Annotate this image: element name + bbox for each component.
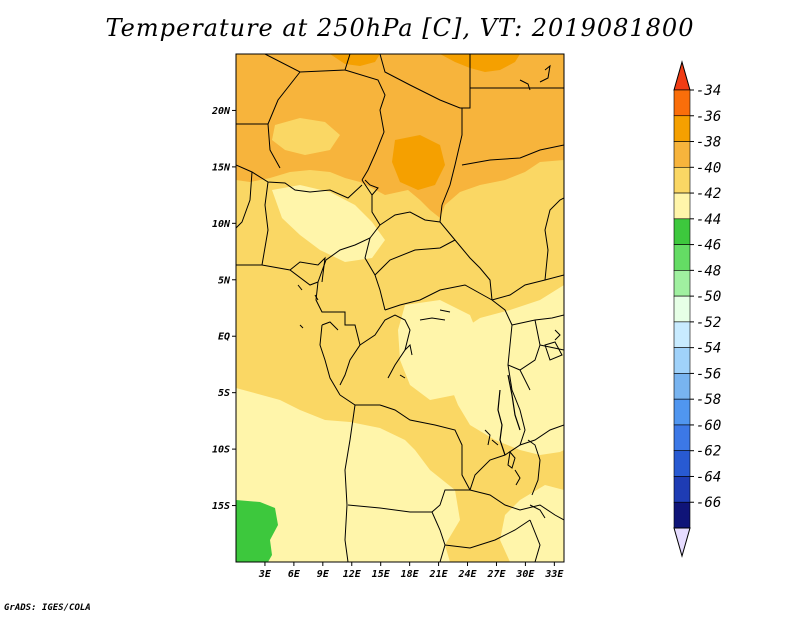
lon-tick-label: 21E [429,569,449,580]
legend-label: -58 [696,392,721,408]
field-orange-patch-nw [330,54,380,66]
field-light-orange-patch [272,118,340,155]
legend-swatch [673,218,691,245]
legend-swatch [673,270,691,297]
legend-swatch [673,373,691,400]
legend-label: -40 [696,160,721,176]
lon-tick-label: 15E [372,569,391,580]
legend-swatch [673,295,691,323]
lat-tick-label: 10S [212,445,230,456]
lat-tick-label: 15S [212,501,230,512]
country-borders [236,54,564,562]
map-title: Temperature at 250hPa [C], VT: 201908180… [105,14,695,42]
legend-cap-bottom [673,527,691,558]
lon-tick-label: 33E [544,569,564,580]
lon-tick-label: 3E [258,569,272,580]
lon-tick-label: 27E [486,569,506,580]
field-pale-patch-north [272,185,385,262]
legend-cap-top [673,60,691,91]
field-pale-patch-east [466,318,555,425]
footer-credit: GrADS: IGES/COLA [4,603,91,613]
legend-swatch [673,115,691,142]
legend-label: -34 [696,83,721,99]
lat-tick-label: 20N [211,106,231,117]
lon-tick-label: 24E [457,569,477,580]
latitude-axis: 20N 15N 10N 5N EQ 5S 10S 15S [211,106,236,512]
legend-label: -52 [696,315,721,331]
legend-swatch [673,321,691,348]
legend-swatch [673,476,691,503]
field-pale-patch-sw [236,395,295,430]
field-orange-patch-ne [440,54,520,72]
longitude-axis: 3E 6E 9E 12E 15E 18E 21E 24E 27E 30E 33E [258,562,564,580]
lat-tick-label: 10N [212,219,231,230]
legend-label: -54 [696,341,721,357]
lat-tick-label: 5N [218,275,231,286]
legend-swatch [673,347,691,374]
legend-label: -60 [696,418,721,434]
lon-tick-label: 18E [401,569,420,580]
lon-tick-label: 9E [317,569,330,580]
legend-label: -66 [696,495,721,511]
lat-tick-label: 15N [212,162,231,173]
legend-label: -50 [696,289,721,305]
legend-label: -36 [696,109,721,125]
legend-label: -48 [696,263,721,279]
lon-tick-label: 6E [288,569,301,580]
legend-label: -44 [696,212,721,228]
legend-swatch [673,244,691,271]
field-green-patch [236,500,278,562]
color-legend: -34 -36 -38 -40 -42 -44 -46 -48 -50 -52 -54 -56 -58 -… [673,60,721,558]
legend-swatch [673,398,691,426]
legend-label: -64 [696,469,721,485]
legend-label: -46 [696,238,721,254]
field-light-orange-band [236,54,564,218]
field-pale-patch-congo [398,300,480,400]
legend-swatch [673,501,691,529]
legend-swatch [673,166,691,194]
field-orange-patch-central [392,135,445,190]
legend-swatch [673,89,691,117]
legend-swatch [673,141,691,168]
lat-tick-label: 5S [218,388,230,399]
legend-swatch [673,192,691,220]
map-frame [235,53,565,563]
legend-swatch [673,450,691,477]
lat-tick-label: EQ [218,332,230,343]
legend-label: -56 [696,366,721,382]
lon-tick-label: 12E [343,569,362,580]
legend-label: -42 [696,186,721,202]
temperature-field [236,54,564,562]
legend-swatch [673,424,691,452]
legend-label: -38 [696,135,721,151]
lon-tick-label: 30E [515,569,535,580]
legend-label: -62 [696,444,721,460]
